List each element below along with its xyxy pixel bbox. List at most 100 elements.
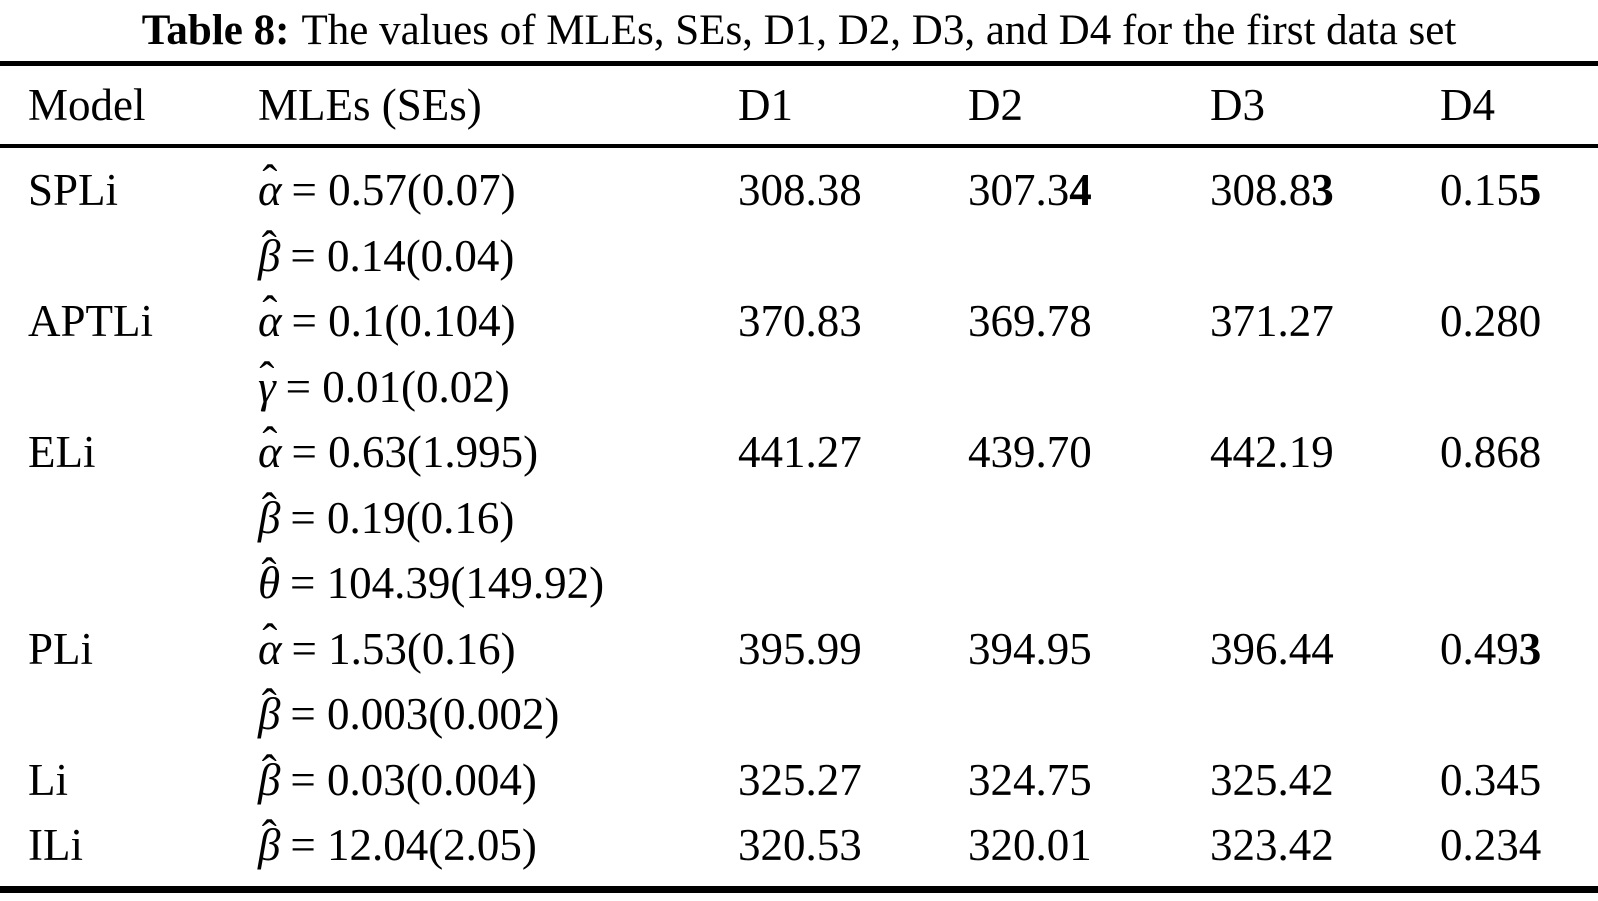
d4-bold-digit: 5	[1518, 165, 1542, 215]
d4-value: 0.15	[1440, 165, 1519, 215]
param-expression: = 0.03(0.004)	[290, 754, 537, 805]
greek-letter: β	[258, 492, 281, 543]
greek-letter: β	[258, 230, 281, 281]
d2-cell: 324.75	[968, 748, 1092, 814]
table-caption-text: The values of MLEs, SEs, D1, D2, D3, and…	[301, 7, 1457, 54]
greek-letter: β	[258, 754, 281, 805]
greek-letter: α	[258, 296, 282, 346]
col-header-d2: D2	[968, 80, 1023, 130]
greek-letter: α	[258, 165, 282, 215]
d3-value: 323.42	[1210, 820, 1334, 870]
mle-cell: ˆ β = 12.04(2.05)	[258, 813, 537, 879]
table-row-line: ˆ β = 0.003(0.002)	[0, 682, 1598, 748]
d4-value: 0.49	[1440, 623, 1519, 674]
d3-value: 325.42	[1210, 754, 1334, 805]
d2-value: 369.78	[968, 296, 1092, 346]
table-row-line: SPLi ˆ α = 0.57(0.07) 308.38 307.34 308.83 0.15…	[0, 158, 1598, 224]
param-expression: = 0.14(0.04)	[290, 230, 515, 281]
table-caption: Table 8: The values of MLEs, SEs, D1, D2,…	[0, 2, 1598, 60]
table-row-line: ˆ γ = 0.01(0.02)	[0, 355, 1598, 421]
d4-cell: 0.280	[1440, 289, 1541, 355]
d1-cell: 441.27	[738, 420, 862, 486]
param-expression: = 0.19(0.16)	[290, 492, 515, 543]
d3-cell: 396.44	[1210, 617, 1334, 683]
table-row-line: ˆ β = 0.19(0.16)	[0, 486, 1598, 552]
hat-accent: ˆ	[261, 549, 277, 599]
param-expression: = 0.1(0.104)	[291, 296, 516, 346]
d4-cell: 0.234	[1440, 813, 1541, 879]
d1-value: 320.53	[738, 820, 862, 870]
table-row-line: ˆ β = 0.14(0.04)	[0, 224, 1598, 290]
d2-value: 439.70	[968, 427, 1092, 477]
d3-cell: 442.19	[1210, 420, 1334, 486]
hat-accent: ˆ	[262, 418, 278, 468]
d3-value: 442.19	[1210, 427, 1334, 477]
hat-accent: ˆ	[261, 221, 277, 272]
model-cell: ELi	[28, 427, 96, 477]
hat-accent: ˆ	[259, 352, 275, 403]
col-header-d1: D1	[738, 80, 793, 130]
d1-cell: 395.99	[738, 617, 862, 683]
d1-value: 370.83	[738, 296, 862, 346]
d2-value: 320.01	[968, 820, 1092, 870]
mle-cell: ˆ β = 0.03(0.004)	[258, 748, 537, 814]
d3-value: 396.44	[1210, 623, 1334, 674]
table-row-line: APTLi ˆ α = 0.1(0.104) 370.83 369.78 371.27 0.2…	[0, 289, 1598, 355]
param-expression: = 1.53(0.16)	[291, 623, 516, 674]
d1-value: 325.27	[738, 754, 862, 805]
model-cell: SPLi	[28, 165, 119, 215]
col-header-d4: D4	[1440, 80, 1495, 130]
d4-value: 0.280	[1440, 296, 1542, 346]
d4-cell: 0.155	[1440, 158, 1541, 224]
d3-cell: 325.42	[1210, 748, 1334, 814]
col-header-mles: MLEs (SEs)	[258, 80, 482, 130]
greek-letter: β	[258, 820, 281, 870]
d4-value: 0.868	[1440, 427, 1542, 477]
param-expression: = 0.003(0.002)	[290, 689, 560, 739]
table-row-line: ILi ˆ β = 12.04(2.05) 320.53 320.01 323.42 0.23…	[0, 813, 1598, 879]
mle-cell: ˆ α = 0.1(0.104)	[258, 289, 516, 355]
param-expression: = 104.39(149.92)	[290, 558, 605, 608]
table-row-line: ˆ θ = 104.39(149.92)	[0, 551, 1598, 617]
greek-letter: α	[258, 427, 282, 477]
table-header-row: Model MLEs (SEs) D1 D2 D3 D4	[0, 66, 1598, 144]
hat-accent: ˆ	[262, 156, 278, 206]
d2-cell: 307.34	[968, 158, 1092, 224]
table-bottom-rule	[0, 886, 1598, 893]
d1-cell: 370.83	[738, 289, 862, 355]
param-expression: = 0.01(0.02)	[285, 361, 510, 412]
d3-value: 371.27	[1210, 296, 1334, 346]
d2-cell: 369.78	[968, 289, 1092, 355]
mle-cell: ˆ α = 0.63(1.995)	[258, 420, 538, 486]
d3-value: 308.8	[1210, 165, 1312, 215]
model-cell: PLi	[28, 623, 94, 674]
greek-letter: γ	[258, 361, 276, 412]
d1-value: 441.27	[738, 427, 862, 477]
d1-cell: 308.38	[738, 158, 862, 224]
col-header-d3: D3	[1210, 80, 1265, 130]
param-expression: = 0.57(0.07)	[291, 165, 516, 215]
d2-cell: 439.70	[968, 420, 1092, 486]
d4-cell: 0.868	[1440, 420, 1541, 486]
table-header-rule	[0, 144, 1598, 148]
mle-cell: ˆ α = 0.57(0.07)	[258, 158, 516, 224]
mle-cell: ˆ α = 1.53(0.16)	[258, 617, 516, 683]
greek-letter: θ	[258, 558, 281, 608]
d3-bold-digit: 3	[1311, 165, 1334, 215]
table-row-line: ELi ˆ α = 0.63(1.995) 441.27 439.70 442.19 0.86…	[0, 420, 1598, 486]
d2-cell: 394.95	[968, 617, 1092, 683]
d4-cell: 0.345	[1440, 748, 1541, 814]
d4-cell: 0.493	[1440, 617, 1541, 683]
hat-accent: ˆ	[262, 614, 278, 665]
d2-value: 307.3	[968, 165, 1070, 215]
hat-accent: ˆ	[261, 483, 277, 534]
d3-cell: 371.27	[1210, 289, 1334, 355]
model-cell: Li	[28, 754, 68, 805]
